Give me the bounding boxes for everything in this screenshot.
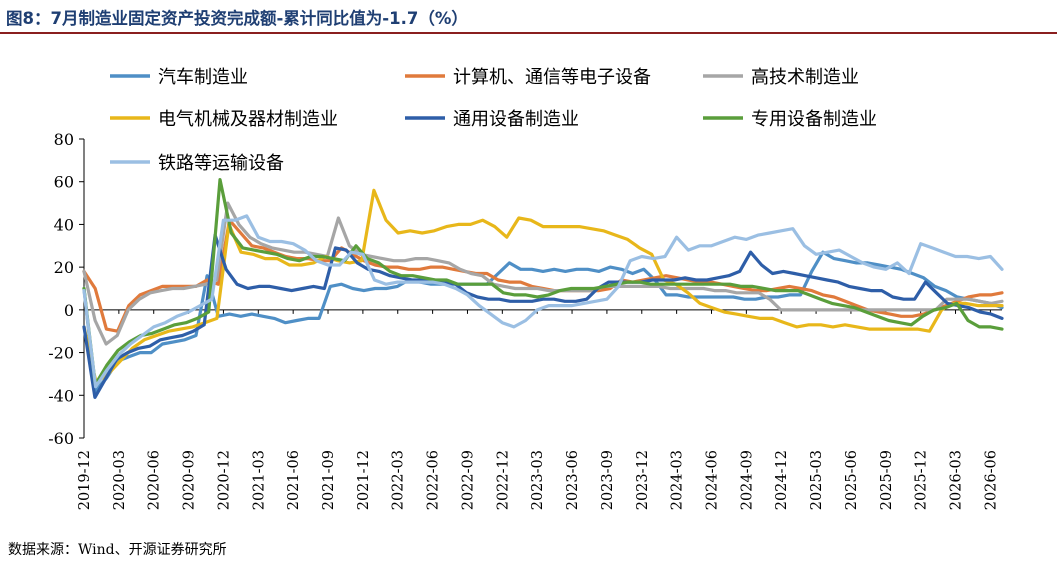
source-note: 数据来源：Wind、开源证券研究所 — [8, 542, 227, 558]
x-tick-label: 2026-03 — [949, 450, 965, 510]
y-axis: 80 60 40 20 0 -20 -40 -60 — [48, 130, 85, 448]
x-tick-label: 2021-03 — [251, 450, 267, 510]
chart-title: 图8：7月制造业固定资产投资完成额-累计同比值为-1.7（%） — [6, 9, 468, 28]
x-tick-label: 2021-06 — [286, 450, 302, 510]
x-tick-label: 2024-12 — [774, 450, 790, 510]
series-line-4 — [82, 188, 1004, 385]
x-tick-label: 2023-09 — [600, 450, 616, 510]
x-tick-label: 2022-03 — [391, 450, 407, 510]
series-line-1 — [82, 250, 1004, 393]
x-tick-label: 2025-03 — [809, 450, 825, 510]
x-tick-label: 2025-12 — [914, 450, 930, 510]
y-tick-label: 20 — [54, 258, 74, 277]
legend-label: 通用设备制造业 — [453, 109, 579, 130]
x-tick-label: 2023-06 — [565, 450, 581, 510]
x-tick-label: 2026-06 — [983, 450, 999, 510]
legend-label: 专用设备制造业 — [751, 109, 877, 130]
legend-label: 铁路等运输设备 — [158, 153, 284, 174]
series-layer — [82, 178, 1004, 399]
x-tick-label: 2023-03 — [530, 450, 546, 510]
x-tick-label: 2020-03 — [112, 450, 128, 510]
x-tick-label: 2022-06 — [426, 450, 442, 510]
x-tick-label: 2022-09 — [460, 450, 476, 510]
y-tick-label: 80 — [54, 130, 74, 149]
x-tick-label: 2020-06 — [147, 450, 163, 510]
series-line-5 — [82, 233, 1004, 399]
series-line-6 — [82, 178, 1004, 387]
x-tick-label: 2022-12 — [495, 450, 511, 510]
x-tick-label: 2024-06 — [704, 450, 720, 510]
x-axis: 2019-12 2020-03 2020-06 2020-09 2020-12 2021-… — [77, 309, 1002, 510]
legend-label: 汽车制造业 — [158, 67, 248, 88]
series-line-7 — [82, 214, 1004, 389]
title-divider — [0, 32, 1057, 34]
y-tick-label: -20 — [48, 344, 74, 363]
y-tick-label: 60 — [54, 173, 74, 192]
legend-label: 计算机、通信等电子设备 — [453, 67, 651, 88]
x-tick-label: 2023-12 — [635, 450, 651, 510]
y-tick-label: 0 — [64, 301, 74, 320]
x-tick-label: 2024-03 — [670, 450, 686, 510]
x-tick-label: 2025-09 — [879, 450, 895, 510]
y-tick-label: -40 — [48, 386, 74, 405]
x-tick-label: 2024-09 — [739, 450, 755, 510]
y-tick-label: -60 — [48, 429, 74, 448]
x-tick-label: 2021-12 — [356, 450, 372, 510]
x-tick-label: 2021-09 — [321, 450, 337, 510]
x-tick-label: 2025-06 — [844, 450, 860, 510]
legend-label: 高技术制造业 — [751, 67, 859, 88]
x-tick-label: 2019-12 — [77, 450, 93, 510]
x-tick-label: 2020-12 — [216, 450, 232, 510]
y-tick-label: 40 — [54, 215, 74, 234]
legend-label: 电气机械及器材制造业 — [158, 109, 338, 130]
x-tick-label: 2020-09 — [182, 450, 198, 510]
